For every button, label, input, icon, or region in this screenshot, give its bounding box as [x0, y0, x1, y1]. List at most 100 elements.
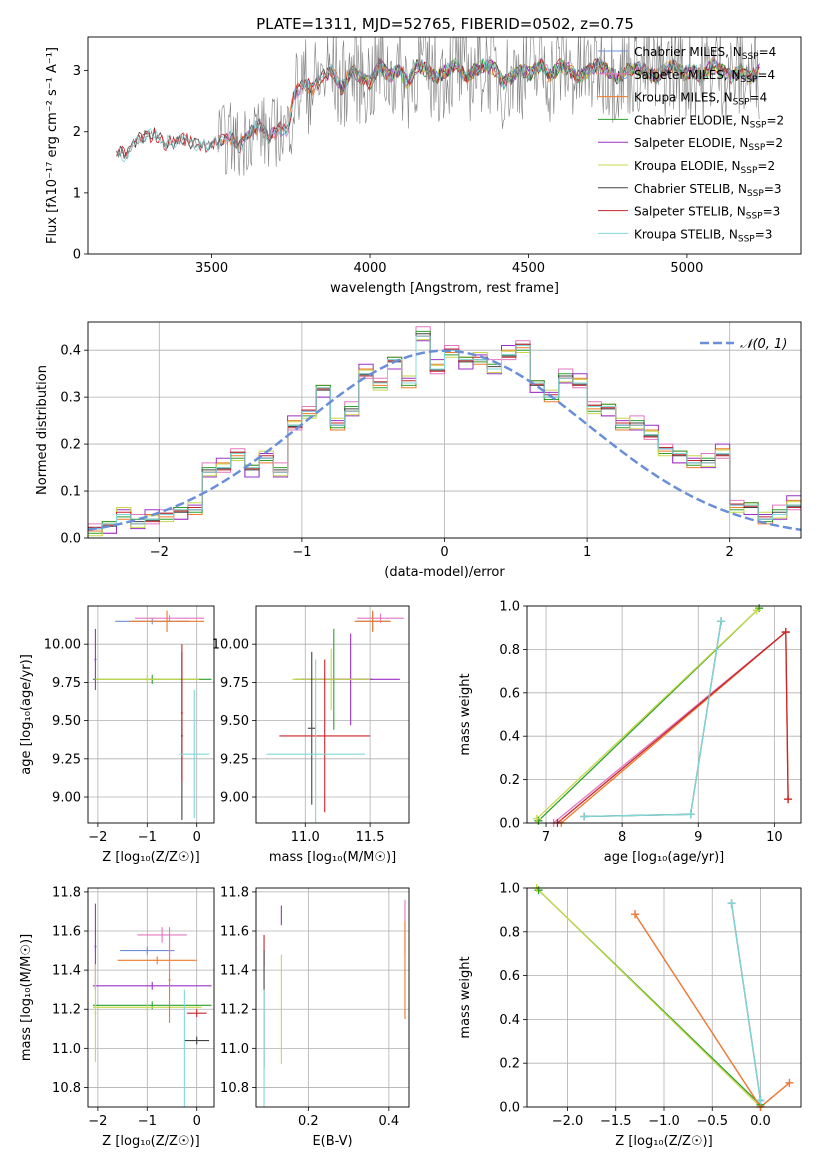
y-tick-label: 9.00 [52, 791, 81, 806]
x-tick-label: 0.4 [379, 1114, 400, 1129]
x-tick-label: −1 [138, 830, 157, 845]
axes-frame [526, 887, 802, 1108]
x-tick-label: −2 [150, 545, 169, 560]
axes-weight-vs-age: 7 8 9 10 0.0 0.2 0.4 0.6 0.8 1.0 age [log₁₀(age/yr… [458, 600, 802, 865]
y-axis-label: mass weight [458, 956, 473, 1038]
plot-area [536, 888, 790, 1107]
figure-title: PLATE=1311, MJD=52765, FIBERID=0502, z=0… [256, 15, 634, 33]
weight-marker [631, 910, 640, 919]
x-axis-label: Z [log₁₀(Z/Z☉)] [102, 850, 199, 865]
y-tick-label: 0.4 [60, 344, 81, 359]
y-tick-label: 9.25 [52, 752, 81, 767]
weight-marker [532, 814, 541, 823]
x-tick-label: 11.0 [291, 830, 320, 845]
legend-entry: Salpeter MILES, NSSP=4 [634, 68, 775, 85]
x-tick-label: −1 [292, 545, 311, 560]
axes-frame [255, 887, 410, 1108]
y-tick-label: 11.8 [220, 885, 249, 900]
weight-marker [752, 606, 761, 615]
y-tick-label: 0 [73, 248, 81, 263]
x-tick-label: −2 [88, 830, 107, 845]
weight-marker [756, 1096, 765, 1105]
y-axis-label: age [log₁₀(age/yr)] [19, 654, 34, 775]
y-tick-label: 11.2 [220, 1003, 249, 1018]
weight-marker [580, 812, 589, 821]
legend-entry: Chabrier STELIB, NSSP=3 [634, 182, 782, 199]
y-tick-label: 9.50 [220, 714, 249, 729]
y-tick-label: 0.2 [499, 1057, 520, 1072]
weight-marker [781, 628, 790, 637]
y-tick-label: 9.75 [52, 676, 81, 691]
legend-entry: Chabrier MILES, NSSP=4 [634, 45, 776, 62]
y-tick-label: 9.25 [220, 752, 249, 767]
y-tick-label: 10.8 [52, 1081, 81, 1096]
y-tick-label: 11.0 [220, 1042, 249, 1057]
weight-line [730, 903, 762, 1101]
y-tick-label: 9.75 [220, 676, 249, 691]
y-axis-label: Flux [fλ10⁻¹⁷ erg cm⁻² s⁻¹ A⁻¹] [45, 47, 60, 244]
y-tick-label: 0.4 [499, 730, 520, 745]
y-tick-label: 0.6 [499, 969, 520, 984]
x-tick-label: 10 [766, 830, 783, 845]
x-tick-label: 0 [193, 830, 201, 845]
y-tick-label: 0.1 [60, 485, 81, 500]
weight-marker [686, 810, 695, 819]
x-tick-label: 3500 [195, 261, 228, 276]
axes-spectrum: 3500 4000 4500 5000 0 1 2 3 wavelength [Angstrom… [45, 36, 802, 296]
y-tick-label: 11.6 [220, 925, 249, 940]
y-tick-label: 0.8 [499, 643, 520, 658]
y-tick-label: 11.0 [52, 1042, 81, 1057]
y-tick-label: 10.00 [212, 638, 249, 653]
y-tick-label: 11.8 [52, 885, 81, 900]
y-tick-label: 0.2 [60, 438, 81, 453]
weight-line [560, 630, 789, 823]
weight-line [634, 913, 790, 1107]
x-tick-label: 4000 [353, 261, 386, 276]
x-tick-label: 0 [193, 1114, 201, 1129]
legend-entry: Salpeter STELIB, NSSP=3 [634, 205, 780, 222]
y-tick-label: 0.2 [499, 773, 520, 788]
x-tick-label: 0.0 [750, 1114, 771, 1129]
x-tick-label: 5000 [670, 261, 703, 276]
y-tick-label: 9.00 [220, 791, 249, 806]
plot-area [92, 610, 212, 820]
x-tick-label: 0 [440, 545, 448, 560]
plot-area [92, 903, 212, 1107]
x-axis-label: age [log₁₀(age/yr)] [604, 850, 725, 865]
y-tick-label: 1.0 [499, 600, 520, 615]
x-axis-label: wavelength [Angstrom, rest frame] [330, 281, 559, 296]
y-tick-label: 3 [73, 64, 81, 79]
weight-line [584, 621, 722, 818]
axes-mass-vs-EBV: 0.2 0.4 10.8 11.0 11.2 11.4 11.6 11.8 E(B-V) [220, 885, 410, 1149]
x-tick-label: 9 [694, 830, 702, 845]
x-axis-label: (data-model)/error [384, 565, 505, 580]
x-tick-label: −0.5 [696, 1114, 728, 1129]
y-tick-label: 11.4 [52, 964, 81, 979]
normal-curve [88, 349, 801, 532]
plot-area [263, 899, 406, 1107]
y-tick-label: 0.6 [499, 686, 520, 701]
y-tick-label: 10.8 [220, 1081, 249, 1096]
y-tick-label: 0.4 [499, 1013, 520, 1028]
y-axis-label: mass weight [458, 673, 473, 755]
legend-entry: Kroupa MILES, NSSP=4 [634, 91, 767, 108]
axes-age-vs-mass: 11.0 11.5 9.00 9.25 9.50 9.75 10.00 mass [log₁₀… [212, 605, 410, 865]
y-tick-label: 11.6 [52, 925, 81, 940]
axes-residuals: −2 −1 0 1 2 0.0 0.1 0.2 0.3 0.4 (data-model)/error… [35, 321, 802, 580]
y-tick-label: 1.0 [499, 882, 520, 897]
x-axis-label: mass [log₁₀(M/M☉)] [269, 850, 396, 865]
x-tick-label: 11.5 [356, 830, 385, 845]
axes-frame [87, 887, 215, 1108]
x-tick-label: 0.2 [298, 1114, 319, 1129]
x-tick-label: −1.0 [648, 1114, 680, 1129]
plot-area [88, 326, 801, 537]
axes-frame [526, 605, 802, 824]
x-axis-label: Z [log₁₀(Z/Z☉)] [615, 1134, 712, 1149]
axes-weight-vs-Z: −2.0 −1.5 −1.0 −0.5 0.0 0.0 0.2 0.4 0.6 0.8 1.0 Z [… [458, 882, 802, 1149]
x-tick-label: −1 [138, 1114, 157, 1129]
legend-entry: Salpeter ELODIE, NSSP=2 [634, 136, 783, 153]
x-tick-label: 1 [583, 545, 591, 560]
legend-entry: Kroupa STELIB, NSSP=3 [634, 227, 772, 244]
axes-frame [87, 321, 802, 539]
x-tick-label: 2 [726, 545, 734, 560]
